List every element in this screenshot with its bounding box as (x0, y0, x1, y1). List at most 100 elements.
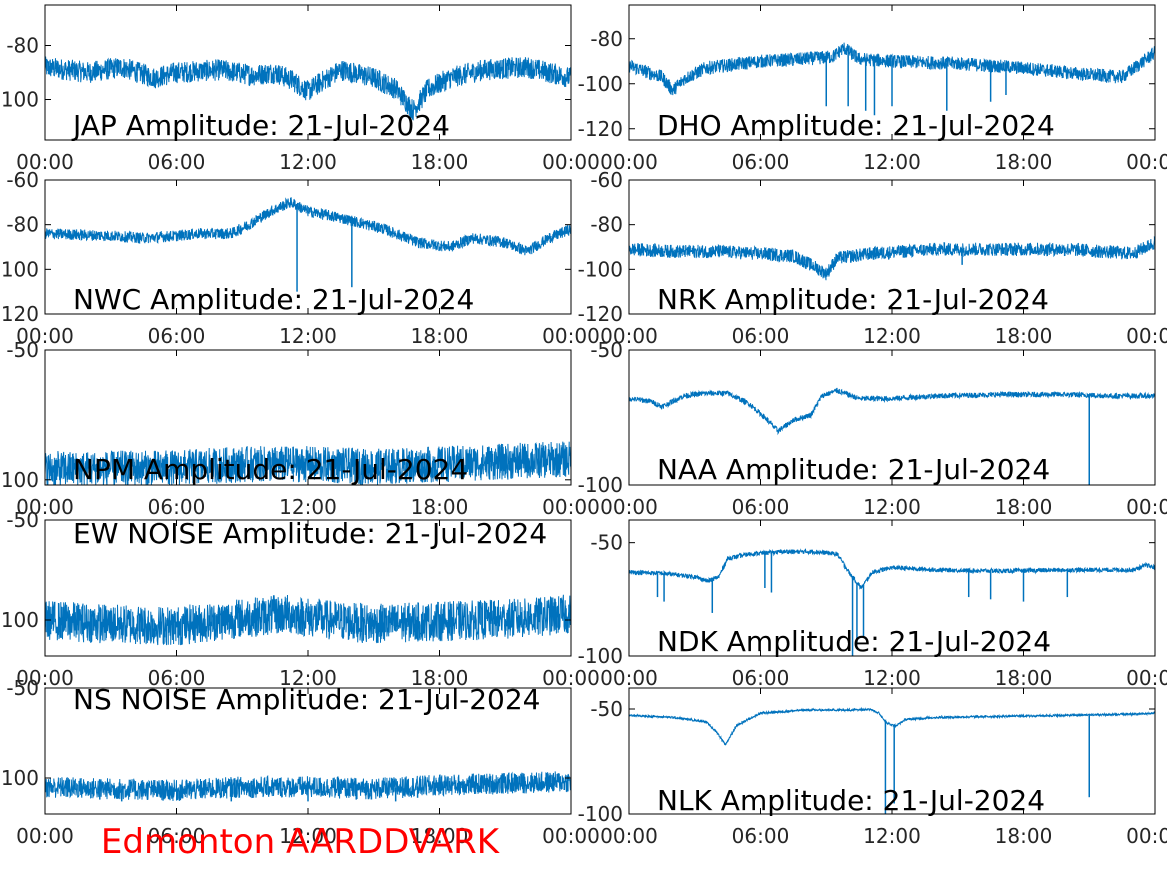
y-tick-label: -50 (590, 531, 623, 555)
y-tick-label: -100 (578, 644, 623, 668)
x-tick-label: 06:00 (732, 150, 790, 174)
x-tick-label: 00:00 (600, 824, 658, 848)
x-tick-label: 06:00 (732, 666, 790, 690)
y-tick-label: -50 (590, 338, 623, 362)
x-tick-label: 06:00 (732, 324, 790, 348)
y-tick-label: -100 (578, 802, 623, 826)
x-tick-label: 12:00 (279, 150, 337, 174)
x-tick-label: 12:00 (279, 495, 337, 519)
series-line (45, 197, 571, 256)
x-tick-label: 00:00 (542, 324, 600, 348)
x-tick-label: 00:00 (600, 150, 658, 174)
y-tick-label: -100 (578, 473, 623, 497)
x-tick-label: 00:00 (1126, 666, 1167, 690)
x-tick-label: 00:00 (16, 495, 74, 519)
y-tick-label: -100 (578, 72, 623, 96)
y-tick-label: -80 (590, 213, 623, 237)
series-line (45, 56, 571, 121)
x-tick-label: 06:00 (148, 824, 206, 848)
x-tick-label: 00:00 (542, 666, 600, 690)
y-tick-label: -50 (6, 338, 39, 362)
x-tick-label: 12:00 (279, 824, 337, 848)
x-tick-label: 12:00 (863, 666, 921, 690)
x-tick-label: 06:00 (148, 150, 206, 174)
series-line (45, 594, 571, 646)
y-tick-label: -80 (590, 27, 623, 51)
series-line (629, 235, 1155, 281)
x-tick-label: 00:00 (16, 150, 74, 174)
x-tick-label: 18:00 (995, 824, 1053, 848)
x-tick-label: 18:00 (411, 324, 469, 348)
panel-title: NPM Amplitude: 21-Jul-2024 (73, 453, 468, 486)
y-tick-label: -120 (578, 302, 623, 326)
x-tick-label: 00:00 (542, 150, 600, 174)
x-tick-label: 06:00 (732, 495, 790, 519)
x-tick-label: 06:00 (148, 495, 206, 519)
y-tick-label: -50 (590, 697, 623, 721)
y-tick-label: -100 (578, 257, 623, 281)
x-tick-label: 12:00 (863, 150, 921, 174)
x-tick-label: 00:00 (1126, 150, 1167, 174)
x-tick-label: 00:00 (542, 495, 600, 519)
chart-panel: -50 100 00:00 06:00 12:00 18:00 00:00 NPM Ampli… (1, 338, 600, 519)
x-tick-label: 00:00 (16, 666, 74, 690)
series-line (629, 42, 1155, 96)
x-tick-label: 12:00 (863, 824, 921, 848)
y-tick-label: 100 (1, 608, 39, 632)
x-tick-label: 06:00 (732, 824, 790, 848)
chart-panel: -80 100 00:00 06:00 12:00 18:00 00:00 JAP Ampli… (1, 4, 600, 174)
x-tick-label: 18:00 (411, 150, 469, 174)
panel-title: EW NOISE Amplitude: 21-Jul-2024 (73, 517, 547, 550)
panel-title: DHO Amplitude: 21-Jul-2024 (657, 109, 1055, 142)
y-tick-label: 120 (1, 302, 39, 326)
panel-title: NLK Amplitude: 21-Jul-2024 (657, 784, 1045, 817)
x-tick-label: 06:00 (148, 666, 206, 690)
x-tick-label: 18:00 (995, 150, 1053, 174)
x-tick-label: 00:00 (600, 324, 658, 348)
x-tick-label: 18:00 (995, 324, 1053, 348)
panel-title: NAA Amplitude: 21-Jul-2024 (657, 453, 1050, 486)
x-tick-label: 12:00 (279, 666, 337, 690)
y-tick-label: 100 (1, 257, 39, 281)
panel-title: NWC Amplitude: 21-Jul-2024 (73, 283, 474, 316)
y-tick-label: -80 (6, 213, 39, 237)
panel-title: NS NOISE Amplitude: 21-Jul-2024 (73, 683, 540, 716)
chart-panel: -80 -100 -120 00:00 06:00 12:00 18:00 00:00 DHO … (578, 4, 1167, 174)
x-tick-label: 00:00 (600, 495, 658, 519)
x-tick-label: 06:00 (148, 324, 206, 348)
y-tick-label: -60 (6, 168, 39, 192)
footer-title: Edmonton AARDDVARK (100, 822, 500, 862)
series-line (45, 441, 571, 485)
chart-panel: -50 100 00:00 06:00 12:00 18:00 00:00 EW NOISE … (1, 508, 600, 690)
x-tick-label: 00:00 (16, 324, 74, 348)
y-tick-label: -60 (590, 168, 623, 192)
y-tick-label: -80 (6, 34, 39, 58)
y-tick-label: 100 (1, 766, 39, 790)
x-tick-label: 18:00 (411, 824, 469, 848)
chart-panel: -50 100 00:00 06:00 12:00 18:00 00:00 NS NOISE … (1, 676, 600, 848)
x-tick-label: 00:00 (1126, 324, 1167, 348)
x-tick-label: 18:00 (411, 495, 469, 519)
x-tick-label: 00:00 (600, 666, 658, 690)
x-tick-label: 18:00 (995, 495, 1053, 519)
chart-panel: -60-80-100-12000:0006:0012:0018:0000:00N… (578, 168, 1167, 348)
y-tick-label: -50 (6, 676, 39, 700)
x-tick-label: 18:00 (995, 666, 1053, 690)
x-tick-label: 00:00 (542, 824, 600, 848)
series-line (629, 706, 1155, 746)
series-line (629, 387, 1155, 436)
x-tick-label: 12:00 (863, 324, 921, 348)
panel-title: NRK Amplitude: 21-Jul-2024 (657, 283, 1049, 316)
x-tick-label: 12:00 (863, 495, 921, 519)
y-tick-label: 100 (1, 88, 39, 112)
x-tick-label: 00:00 (16, 824, 74, 848)
x-tick-label: 18:00 (411, 666, 469, 690)
y-tick-label: -50 (6, 508, 39, 532)
x-tick-label: 12:00 (279, 324, 337, 348)
panel-title: NDK Amplitude: 21-Jul-2024 (657, 625, 1051, 658)
series-line (629, 548, 1155, 590)
